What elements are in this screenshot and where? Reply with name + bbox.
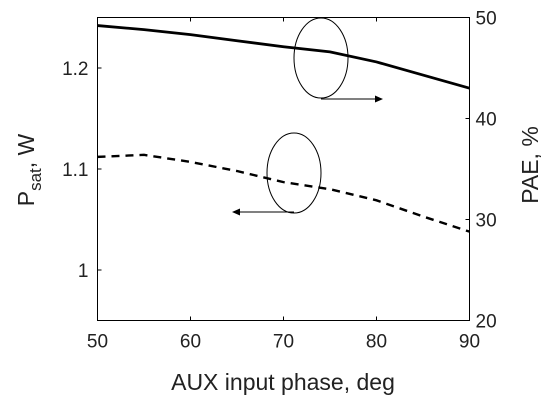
arrow-right-head <box>375 95 383 103</box>
y-right-tick-label: 30 <box>476 211 497 232</box>
y-right-tick-label: 40 <box>476 110 497 131</box>
annotation-ellipse-solid <box>293 17 349 99</box>
annotation-left-axis <box>232 132 322 216</box>
y-left-tick-label: 1 <box>78 261 89 282</box>
arrow-left-head <box>232 208 240 216</box>
x-tick-label: 90 <box>459 332 480 353</box>
y-right-tick-label: 20 <box>476 312 497 333</box>
series-layer <box>97 24 470 233</box>
y-left-tick-label: 1.1 <box>62 160 88 181</box>
y-right-tick-label: 50 <box>476 9 497 30</box>
y-left-label-suffix: , W <box>13 133 39 168</box>
x-axis-label: AUX input phase, deg <box>171 369 395 395</box>
y-left-label-main: P <box>13 191 39 206</box>
y-right-axis-label: PAE, % <box>517 126 543 204</box>
y-left-axis-label: Psat, W <box>13 133 45 206</box>
plot-frame <box>97 17 470 321</box>
x-axis-ticks: 50 60 70 80 90 <box>87 17 480 353</box>
x-tick-label: 80 <box>366 332 387 353</box>
y-left-label-sub: sat <box>26 168 45 191</box>
y-left-tick-label: 1.2 <box>62 59 88 80</box>
series-line-dashed <box>97 153 470 233</box>
y-left-axis-ticks: 1 1.1 1.2 <box>62 59 102 282</box>
x-tick-label: 60 <box>180 332 201 353</box>
y-right-axis-ticks: 20 30 40 50 <box>465 9 497 333</box>
x-tick-label: 70 <box>273 332 294 353</box>
x-tick-label: 50 <box>87 332 108 353</box>
annotation-ellipse-dashed <box>266 132 322 214</box>
series-line-solid <box>97 24 470 90</box>
annotation-right-axis <box>293 17 383 103</box>
